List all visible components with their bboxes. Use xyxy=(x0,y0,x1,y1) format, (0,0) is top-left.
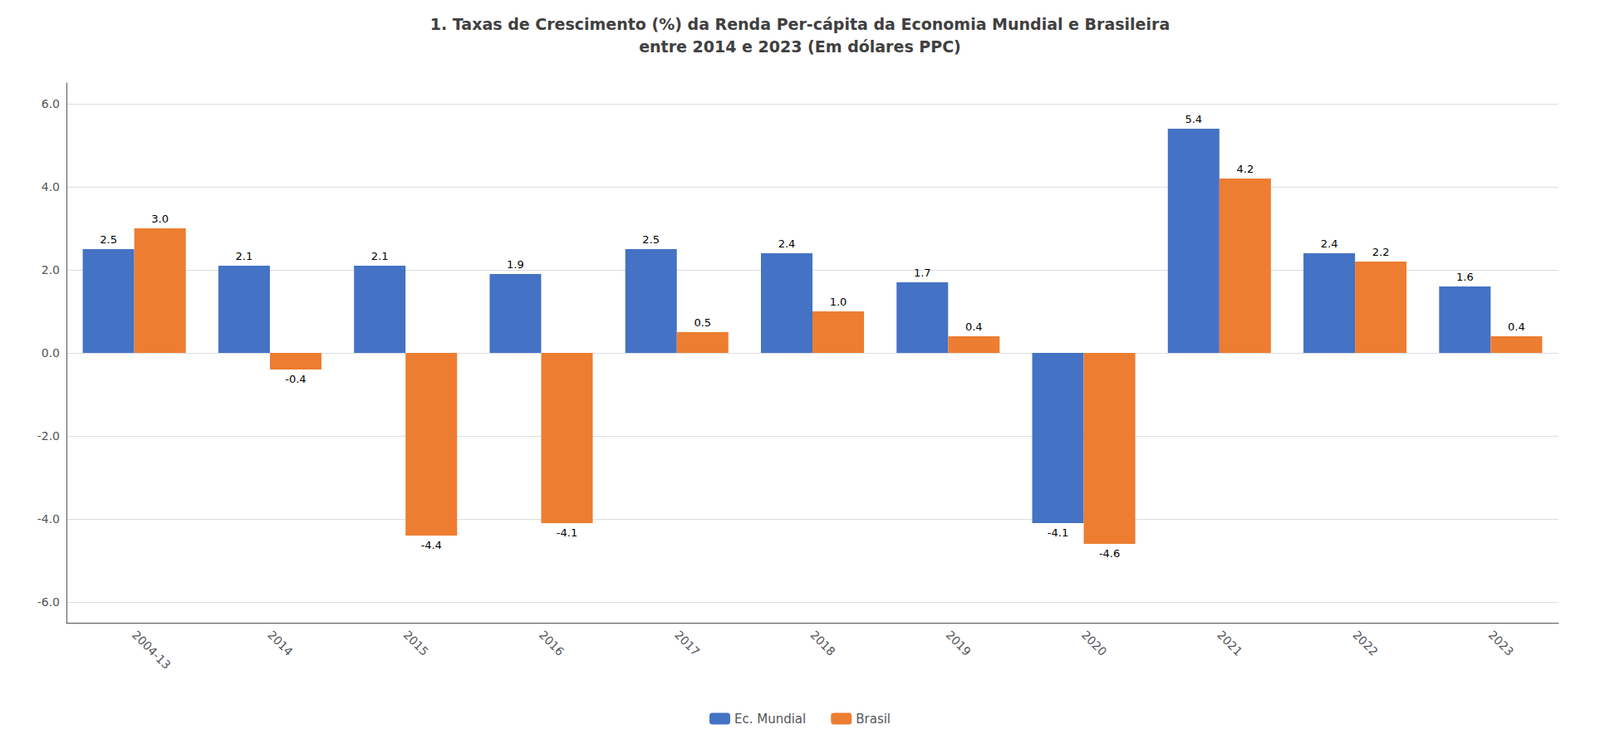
svg-text:0.4: 0.4 xyxy=(1507,320,1526,334)
svg-text:2019: 2019 xyxy=(943,628,974,658)
svg-text:2014: 2014 xyxy=(265,628,296,659)
svg-text:2.4: 2.4 xyxy=(1320,237,1339,251)
svg-text:2021: 2021 xyxy=(1214,628,1245,658)
svg-text:-6.0: -6.0 xyxy=(37,595,60,609)
svg-text:4.2: 4.2 xyxy=(1236,162,1254,176)
svg-text:1.6: 1.6 xyxy=(1456,270,1474,284)
svg-text:2016: 2016 xyxy=(536,628,568,659)
svg-text:2020: 2020 xyxy=(1079,628,1110,658)
svg-text:2.1: 2.1 xyxy=(235,250,254,263)
svg-text:2.1: 2.1 xyxy=(371,250,389,263)
svg-text:2023: 2023 xyxy=(1486,628,1517,658)
svg-text:Brasil: Brasil xyxy=(855,711,891,727)
svg-text:2004-13: 2004-13 xyxy=(129,628,174,673)
svg-text:5.4: 5.4 xyxy=(1184,112,1203,126)
svg-text:4.0: 4.0 xyxy=(41,180,60,194)
svg-text:1.9: 1.9 xyxy=(506,258,525,271)
svg-text:2018: 2018 xyxy=(807,628,838,658)
svg-text:2.4: 2.4 xyxy=(778,237,796,251)
svg-text:3.0: 3.0 xyxy=(151,212,169,226)
svg-text:6.0: 6.0 xyxy=(41,97,60,111)
svg-text:-4.1: -4.1 xyxy=(1047,526,1069,540)
svg-text:0.0: 0.0 xyxy=(41,346,60,360)
svg-text:2.0: 2.0 xyxy=(41,263,60,277)
svg-text:-4.6: -4.6 xyxy=(1099,547,1120,560)
svg-text:1. Taxas de Crescimento (%) da: 1. Taxas de Crescimento (%) da Renda Per… xyxy=(430,14,1170,34)
svg-text:2.2: 2.2 xyxy=(1372,245,1390,259)
svg-text:0.4: 0.4 xyxy=(965,320,983,334)
svg-text:-4.0: -4.0 xyxy=(37,512,60,526)
svg-text:-2.0: -2.0 xyxy=(37,429,60,443)
svg-text:2.5: 2.5 xyxy=(642,233,660,246)
svg-text:2.5: 2.5 xyxy=(99,233,118,246)
svg-text:2015: 2015 xyxy=(401,628,432,658)
svg-text:Ec. Mundial: Ec. Mundial xyxy=(734,711,806,727)
svg-text:-4.1: -4.1 xyxy=(556,526,578,540)
svg-text:1.0: 1.0 xyxy=(829,295,848,309)
svg-text:-4.4: -4.4 xyxy=(421,539,442,552)
svg-text:1.7: 1.7 xyxy=(913,266,932,280)
svg-text:2022: 2022 xyxy=(1349,628,1380,658)
svg-text:entre 2014 e 2023 (Em dólares: entre 2014 e 2023 (Em dólares PPC) xyxy=(638,37,962,56)
svg-text:-0.4: -0.4 xyxy=(284,373,306,386)
svg-text:0.5: 0.5 xyxy=(693,316,712,329)
svg-text:2017: 2017 xyxy=(672,628,702,658)
